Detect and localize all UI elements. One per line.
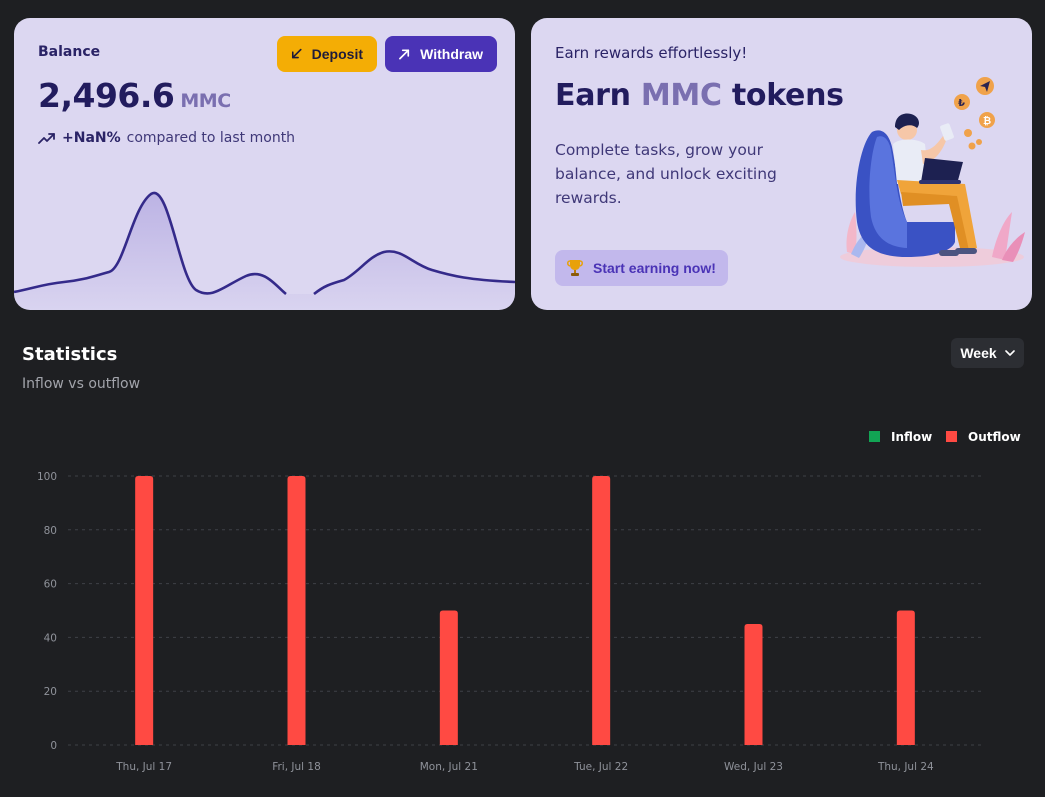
balance-amount-value: 2,496.6 (38, 76, 175, 115)
bar-outflow[interactable] (592, 476, 611, 745)
x-tick-label: Tue, Jul 22 (573, 761, 628, 773)
trophy-icon (567, 260, 583, 276)
balance-change-text: compared to last month (126, 130, 296, 146)
x-tick-label: Thu, Jul 24 (877, 761, 934, 773)
x-axis-ticks: Thu, Jul 17 Fri, Jul 18 Mon, Jul 21 Tue, Ju… (115, 761, 934, 773)
balance-change-value: +NaN% (62, 130, 121, 146)
chevron-down-icon (1004, 350, 1015, 356)
deposit-button[interactable]: Deposit (277, 36, 377, 72)
trending-up-icon (38, 133, 55, 144)
period-select[interactable]: Week (951, 338, 1024, 368)
x-tick-label: Mon, Jul 21 (420, 761, 478, 773)
y-tick-label: 0 (50, 740, 57, 752)
withdraw-label: Withdraw (420, 46, 483, 62)
bar-outflow[interactable] (287, 476, 306, 745)
statistics-subtitle: Inflow vs outflow (22, 376, 141, 392)
inflow-outflow-chart: Inflow Outflow 0 20 40 60 80 100 Thu, Jul 17 Fr… (37, 430, 1021, 773)
start-earning-label: Start earning now! (593, 260, 716, 276)
chart-bars (135, 476, 915, 745)
y-tick-label: 40 (44, 632, 57, 644)
rewards-title-accent: MMC (640, 78, 722, 113)
legend-label-outflow[interactable]: Outflow (968, 430, 1021, 444)
arrow-up-right-icon (399, 49, 410, 60)
rewards-title-prefix: Earn (555, 78, 631, 113)
y-tick-label: 100 (37, 471, 57, 483)
x-tick-label: Thu, Jul 17 (115, 761, 172, 773)
bar-outflow[interactable] (439, 610, 458, 746)
legend-label-inflow[interactable]: Inflow (891, 430, 932, 444)
chart-grid (68, 475, 982, 746)
legend-swatch-inflow[interactable] (869, 431, 880, 442)
rewards-description: Complete tasks, grow your balance, and u… (555, 141, 777, 207)
balance-label: Balance (38, 44, 101, 60)
period-select-value: Week (960, 345, 997, 361)
rewards-title: Earn MMC tokens (555, 78, 844, 113)
sparkline-line (14, 191, 515, 296)
y-axis-ticks: 0 20 40 60 80 100 (37, 471, 57, 752)
start-earning-button[interactable]: Start earning now! (555, 250, 728, 286)
withdraw-button[interactable]: Withdraw (385, 36, 497, 72)
bar-outflow[interactable] (744, 623, 763, 745)
svg-text:₺: ₺ (958, 98, 965, 109)
arrow-down-left-icon (291, 48, 302, 59)
bar-outflow[interactable] (135, 476, 154, 745)
rewards-title-suffix: tokens (731, 78, 844, 113)
person-with-laptop-illustration: ₺ ₿ (840, 77, 1025, 267)
bar-outflow[interactable] (896, 610, 915, 746)
balance-unit: MMC (180, 90, 231, 112)
chart-legend: Inflow Outflow (869, 430, 1021, 444)
deposit-label: Deposit (311, 46, 363, 62)
svg-text:₿: ₿ (983, 115, 991, 127)
y-tick-label: 20 (44, 686, 57, 698)
y-tick-label: 80 (44, 525, 57, 537)
rewards-card: Earn rewards effortlessly! Earn MMC toke… (531, 18, 1032, 310)
sparkline-area (14, 192, 515, 310)
balance-amount: 2,496.6 MMC (38, 76, 231, 115)
x-tick-label: Wed, Jul 23 (724, 761, 783, 773)
legend-swatch-outflow[interactable] (946, 431, 957, 442)
balance-card: Balance 2,496.6 MMC +NaN% compared to las… (14, 18, 515, 310)
statistics-title: Statistics (22, 344, 118, 365)
x-tick-label: Fri, Jul 18 (272, 761, 321, 773)
balance-sparkline (14, 191, 515, 310)
y-tick-label: 60 (44, 579, 57, 591)
balance-change: +NaN% compared to last month (38, 130, 295, 146)
rewards-eyebrow: Earn rewards effortlessly! (555, 44, 748, 62)
